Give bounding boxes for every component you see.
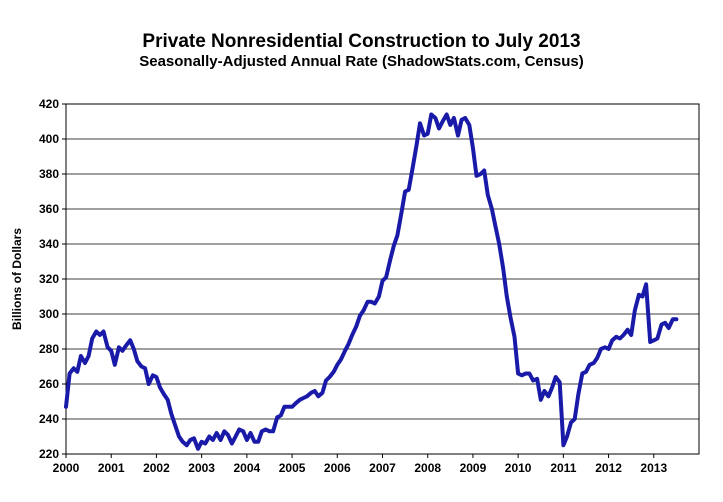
x-tick-label: 2006 <box>324 461 351 475</box>
y-tick-label: 240 <box>39 412 59 426</box>
x-tick-label: 2003 <box>188 461 215 475</box>
chart-subtitle: Seasonally-Adjusted Annual Rate (ShadowS… <box>139 53 584 70</box>
y-tick-label: 320 <box>39 272 59 286</box>
y-tick-label: 380 <box>39 167 59 181</box>
x-tick-label: 2002 <box>143 461 170 475</box>
y-tick-label: 220 <box>39 447 59 461</box>
y-tick-label: 300 <box>39 307 59 321</box>
y-tick-label: 280 <box>39 342 59 356</box>
gridlines <box>66 138 699 420</box>
x-tick-label: 2007 <box>369 461 396 475</box>
y-tick-label: 420 <box>39 97 59 111</box>
x-tick-label: 2013 <box>640 461 667 475</box>
y-tick-label: 400 <box>39 132 59 146</box>
x-tick-label: 2009 <box>460 461 487 475</box>
x-tick-label: 2005 <box>279 461 306 475</box>
y-tick-label: 340 <box>39 237 59 251</box>
y-axis: 220 240 260 280 300 320 340 360 380 400 420 <box>39 97 66 461</box>
x-tick-label: 2004 <box>234 461 261 475</box>
x-tick-label: 2011 <box>550 461 576 475</box>
x-tick-label: 2001 <box>98 461 125 475</box>
x-axis: 2000 2001 2002 2003 2004 2005 2006 2007 2008 2009… <box>53 454 667 475</box>
x-tick-label: 2010 <box>505 461 532 475</box>
x-tick-label: 2012 <box>595 461 622 475</box>
x-tick-label: 2008 <box>414 461 441 475</box>
x-tick-label: 2000 <box>53 461 80 475</box>
y-tick-label: 260 <box>39 377 59 391</box>
y-tick-label: 360 <box>39 202 59 216</box>
y-axis-label: Billions of Dollars <box>10 228 24 330</box>
series-line <box>64 112 679 451</box>
chart-title: Private Nonresidential Construction to J… <box>142 31 581 52</box>
data-series <box>64 112 679 451</box>
